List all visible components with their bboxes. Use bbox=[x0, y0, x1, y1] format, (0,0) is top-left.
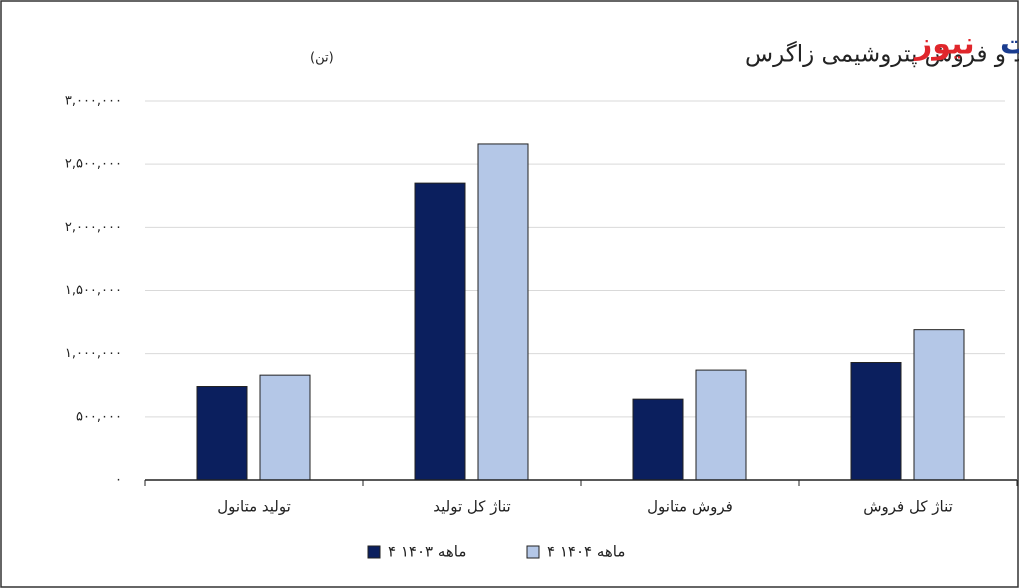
x-tick-label: فروش متانول bbox=[647, 498, 733, 516]
bar bbox=[196, 386, 248, 481]
y-tick-label: ۲,۰۰۰,۰۰۰ bbox=[65, 220, 122, 235]
bar bbox=[414, 182, 466, 481]
brand-logo: نیوز bbox=[913, 27, 975, 62]
legend-label: ۴ ماهه ۱۴۰۳ bbox=[388, 543, 466, 561]
unit-label: (تن) bbox=[310, 51, 334, 66]
y-tick-label: ۲,۵۰۰,۰۰۰ bbox=[65, 157, 122, 172]
bar bbox=[913, 329, 965, 481]
bar bbox=[259, 374, 311, 481]
bar bbox=[477, 143, 529, 481]
y-tick-label: ۱,۵۰۰,۰۰۰ bbox=[65, 283, 122, 298]
bar bbox=[850, 362, 902, 481]
x-tick-label: تناژ کل فروش bbox=[863, 498, 953, 516]
legend-swatch bbox=[367, 545, 381, 559]
y-tick-label: ۱,۰۰۰,۰۰۰ bbox=[65, 346, 122, 361]
bar bbox=[695, 369, 747, 481]
bar bbox=[632, 398, 684, 481]
legend-swatch bbox=[526, 545, 540, 559]
x-tick-label: تناژ کل تولید bbox=[433, 498, 510, 516]
y-tick-label: ۰ bbox=[115, 473, 122, 488]
legend-label: ۴ ماهه ۱۴۰۴ bbox=[547, 543, 625, 561]
chart-title: روند تولید و فروش پتروشیمی زاگرس bbox=[745, 41, 1019, 68]
y-tick-label: ۳,۰۰۰,۰۰۰ bbox=[65, 94, 122, 109]
brand-logo: تجارت bbox=[1000, 27, 1019, 62]
x-tick-label: تولید متانول bbox=[217, 498, 291, 516]
y-tick-label: ۵۰۰,۰۰۰ bbox=[76, 409, 122, 424]
